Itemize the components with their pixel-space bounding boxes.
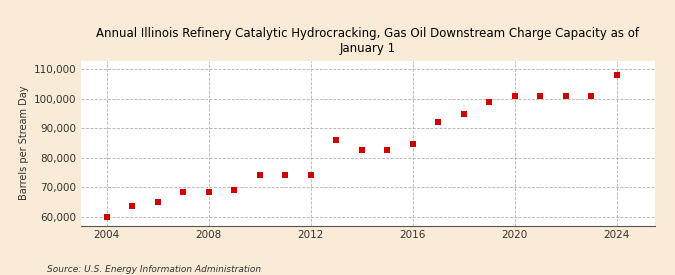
Y-axis label: Barrels per Stream Day: Barrels per Stream Day [20,86,29,200]
Text: Source: U.S. Energy Information Administration: Source: U.S. Energy Information Administ… [47,265,261,274]
Title: Annual Illinois Refinery Catalytic Hydrocracking, Gas Oil Downstream Charge Capa: Annual Illinois Refinery Catalytic Hydro… [97,27,639,55]
